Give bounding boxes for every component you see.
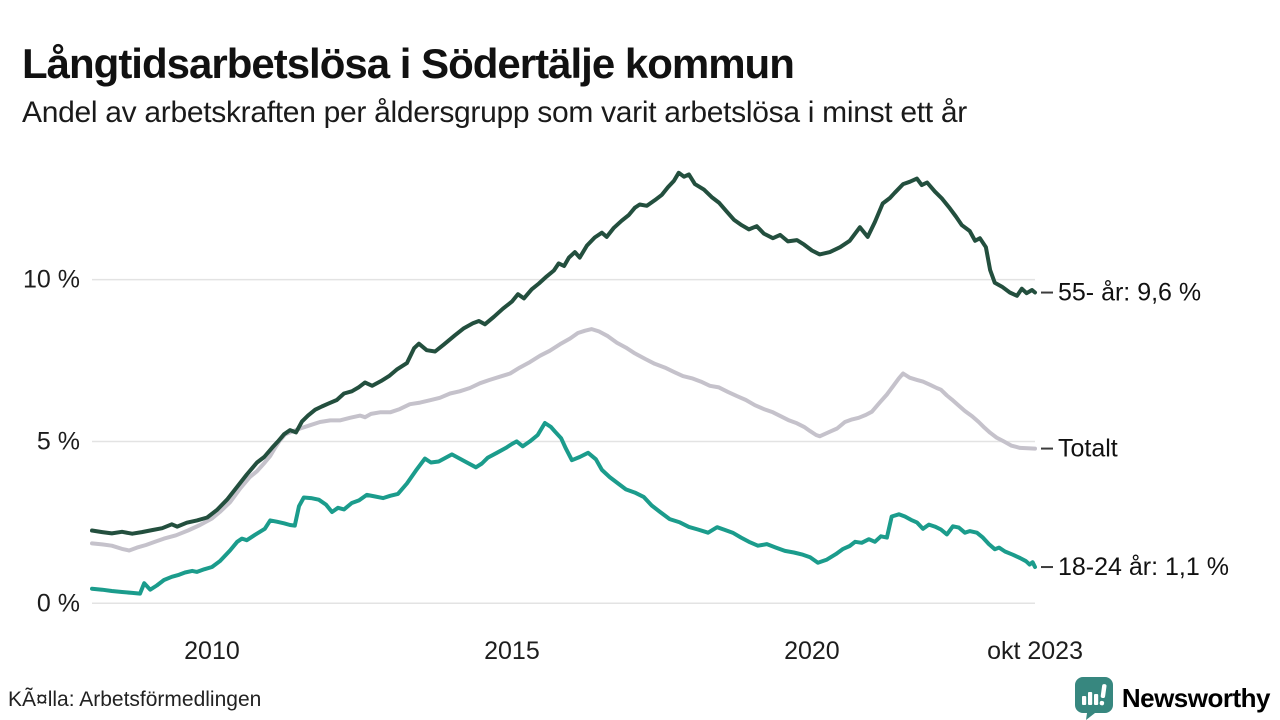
x-axis-tick-label: okt 2023: [987, 637, 1083, 665]
source-note: KÃ¤lla: Arbetsförmedlingen: [8, 688, 262, 711]
series-line-18-24r: [90, 421, 1037, 596]
exclamation-glyph: [1099, 684, 1107, 706]
x-axis-tick-label: 2010: [184, 637, 240, 665]
page-subtitle: Andel av arbetskraften per åldersgrupp s…: [22, 96, 967, 129]
brand-name: Newsworthy: [1121, 682, 1271, 713]
y-axis-tick-label: 10 %: [23, 266, 80, 294]
x-axis-tick-label: 2020: [784, 637, 840, 665]
series-end-label: 55- år: 9,6 %: [1058, 279, 1201, 307]
newsworthy-logo-icon: [1074, 677, 1113, 720]
page-title: Långtidsarbetslösa i Södertälje kommun: [22, 40, 795, 88]
series-line-Totalt: [90, 327, 1037, 553]
series-line-55-r: [90, 170, 1037, 536]
bar-chart-glyph: [1081, 684, 1107, 706]
series-end-label: 18-24 år: 1,1 %: [1058, 553, 1229, 581]
x-axis-tick-label: 2015: [484, 637, 540, 665]
series-end-label: Totalt: [1058, 435, 1118, 463]
newsworthy-logo: Newsworthy: [1074, 676, 1271, 720]
y-axis-tick-label: 0 %: [37, 589, 80, 617]
y-axis-tick-label: 5 %: [37, 427, 80, 455]
